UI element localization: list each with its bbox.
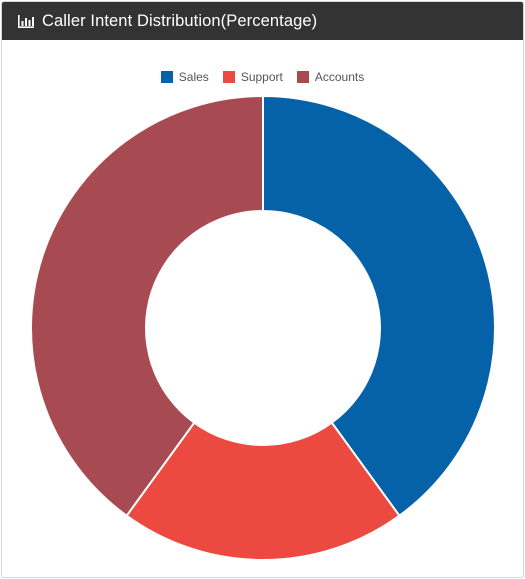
legend-item-support[interactable]: Support [222,70,283,84]
donut-slice-sales[interactable] [262,94,496,518]
legend-label: Accounts [314,70,365,84]
donut-slice-support[interactable] [125,421,401,561]
chart-legend: Sales Support Accounts [2,70,523,84]
legend-label: Support [240,70,283,84]
donut-chart [30,94,496,561]
legend-swatch [160,71,173,83]
panel-header: Caller Intent Distribution(Percentage) [2,2,523,40]
chart-area: Sales Support Accounts [2,41,523,577]
legend-label: Sales [178,70,209,84]
panel-title: Caller Intent Distribution(Percentage) [42,11,318,30]
legend-swatch [296,71,309,83]
legend-item-accounts[interactable]: Accounts [296,70,365,84]
legend-item-sales[interactable]: Sales [160,70,209,84]
donut-slice-accounts[interactable] [30,94,264,518]
bar-chart-icon [17,14,35,29]
legend-swatch [222,71,235,83]
